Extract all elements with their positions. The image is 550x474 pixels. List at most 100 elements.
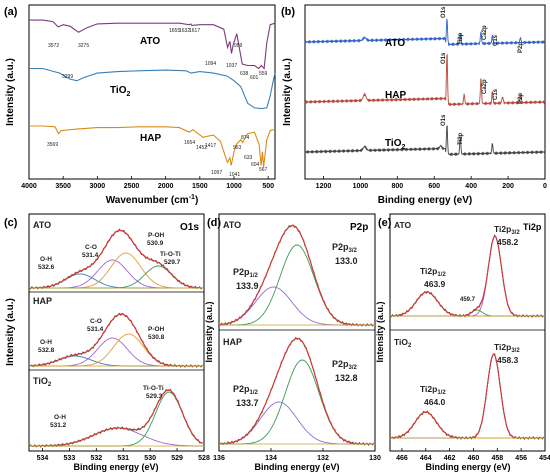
- c-hap-poh: P-OH: [148, 326, 165, 333]
- panel-a-tick-label: 1000: [226, 183, 242, 190]
- d-ato-p32-val: 133.0: [335, 256, 358, 266]
- c-ato-co: C-O: [85, 244, 97, 251]
- c-tio2-tioti-val: 529.3: [146, 393, 163, 400]
- annot-604: 604: [251, 162, 260, 168]
- d-hap-p32-val: 132.8: [335, 373, 358, 383]
- panel-b-frame: [304, 4, 546, 180]
- panel-d-label: (d): [207, 217, 221, 229]
- c-ato-tioti-val: 529.7: [164, 259, 181, 266]
- annot-633: 633: [244, 155, 253, 161]
- fit-envelope-1: [219, 337, 374, 445]
- annot-1632: 1632: [179, 28, 190, 34]
- panel-b-tick-label: 1200: [316, 183, 332, 190]
- c-hap-co: C-O: [90, 318, 102, 325]
- c-hap-oh-val: 532.8: [38, 347, 55, 354]
- d-ato-name: ATO: [223, 220, 241, 230]
- peak-ato-c1s: C1s: [493, 34, 499, 46]
- c-ato-name: ATO: [33, 220, 51, 230]
- d-hap-p12-val: 133.7: [236, 398, 259, 408]
- annot-3572: 3572: [48, 43, 59, 49]
- peak-tio2-o1s: O1s: [441, 114, 447, 126]
- panel-d-tick-label: 134: [265, 455, 277, 462]
- panel-b-xlabel: Binding energy (eV): [378, 195, 472, 206]
- panel-c-tick-label: 530: [144, 455, 156, 462]
- panel-d-ylabel: Intensity (a.u.): [204, 301, 214, 362]
- panel-a: (a) Intensity (a.u.) Wavenumber (cm-1) 4…: [4, 4, 276, 206]
- annot-1655: 1655: [169, 28, 180, 34]
- peak-ato-p2p: P2p: [518, 42, 524, 53]
- annot-1617: 1617: [189, 28, 200, 34]
- panel-e-tick-label: 458: [491, 455, 503, 462]
- peak-hap-p2p: P2p: [518, 93, 524, 104]
- annot-1654: 1654: [184, 140, 195, 146]
- e-ato-ti12-val: 463.9: [424, 279, 446, 289]
- annot-3275: 3275: [78, 43, 89, 49]
- d-hap-name: HAP: [223, 337, 242, 347]
- panel-c-tick-label: 533: [64, 455, 76, 462]
- annot-559: 559: [259, 71, 268, 77]
- panel-e-title: Ti2p: [523, 222, 542, 232]
- panel-a-label-hap: HAP: [140, 133, 161, 144]
- e-tio2-ti32-val: 458.3: [497, 355, 519, 365]
- c-hap-poh-val: 530.8: [148, 334, 165, 341]
- panel-e-xlabel: Binding energy (eV): [425, 462, 510, 472]
- panel-e-tick-label: 466: [396, 455, 408, 462]
- panel-c-tick-label: 532: [90, 455, 102, 462]
- c-ato-co-val: 531.4: [82, 252, 99, 259]
- survey-ato-line: [304, 18, 546, 47]
- annot-1417: 1417: [205, 143, 216, 149]
- panel-a-ylabel: Intensity (a.u.): [5, 58, 16, 126]
- panel-a-label-tio2: TiO2: [110, 85, 130, 98]
- panel-e-ylabel: Intensity (a.u.): [375, 301, 385, 362]
- panel-e-tick-label: 464: [420, 455, 432, 462]
- c-tio2-oh: O-H: [54, 414, 66, 421]
- panel-a-frame: [28, 4, 276, 180]
- panel-d-xlabel: Binding energy (eV): [254, 462, 339, 472]
- annot-1097: 1097: [211, 170, 222, 176]
- annot-3299: 3299: [62, 74, 73, 80]
- annot-3569: 3569: [47, 142, 58, 148]
- panel-a-tick-label: 4000: [21, 183, 37, 190]
- peak-ato-ca2p: Ca2p: [482, 25, 488, 40]
- panel-c-tick-label: 534: [37, 455, 49, 462]
- series-ato-line: [29, 19, 276, 70]
- annot-1037: 1037: [226, 63, 237, 69]
- panel-b-tick-label: 800: [391, 183, 403, 190]
- panel-c: (c) Intensity (a.u.) Binding energy (eV)…: [4, 213, 210, 472]
- panel-b-label: (b): [281, 6, 295, 18]
- panel-c-frame: [28, 213, 205, 452]
- annot-1452: 1452: [196, 145, 207, 151]
- peak-ato-o1s: O1s: [441, 6, 447, 18]
- c-ato-oh: O-H: [40, 256, 52, 263]
- panel-d-title: P2p: [350, 222, 368, 233]
- annot-874: 874: [241, 135, 250, 141]
- c-hap-name: HAP: [33, 296, 52, 306]
- panel-d-frame: [218, 213, 376, 452]
- panel-e: (e) Intensity (a.u.) Binding energy (eV)…: [375, 213, 550, 472]
- panel-b-tick-label: 400: [465, 183, 477, 190]
- fit-envelope-2: [29, 389, 203, 447]
- peak-ato-ti2p: Ti2p: [458, 32, 464, 45]
- peak-hap-o1s: O1s: [441, 52, 447, 64]
- c-tio2-tioti: Ti-O-Ti: [143, 385, 164, 392]
- annot-1041: 1041: [229, 172, 240, 178]
- c-tio2-name: TiO2: [33, 376, 52, 388]
- c-tio2-oh-val: 531.2: [50, 422, 67, 429]
- panel-a-tick-label: 500: [262, 183, 274, 190]
- annot-963: 963: [233, 145, 242, 151]
- d-ato-p12-val: 133.9: [236, 281, 259, 291]
- panel-c-tick-label: 529: [171, 455, 183, 462]
- panel-e-tick-label: 460: [468, 455, 480, 462]
- panel-d-tick-label: 132: [317, 455, 329, 462]
- c-ato-oh-val: 532.6: [38, 264, 55, 271]
- panel-c-ylabel: Intensity (a.u.): [5, 298, 16, 366]
- panel-a-tick-label: 2000: [158, 183, 174, 190]
- panel-a-xlabel: Wavenumber (cm-1): [106, 194, 199, 206]
- peak-hap-ca2p: Ca2p: [482, 79, 488, 94]
- fit-envelope-0: [218, 225, 374, 326]
- panel-b-tick-label: 1000: [353, 183, 369, 190]
- panel-d-tick-label: 136: [213, 455, 225, 462]
- c-ato-poh-val: 530.9: [147, 240, 164, 247]
- panel-b: (b) Intensity (a.u.) Binding energy (eV)…: [281, 4, 547, 206]
- panel-a-tick-label: 3500: [55, 183, 71, 190]
